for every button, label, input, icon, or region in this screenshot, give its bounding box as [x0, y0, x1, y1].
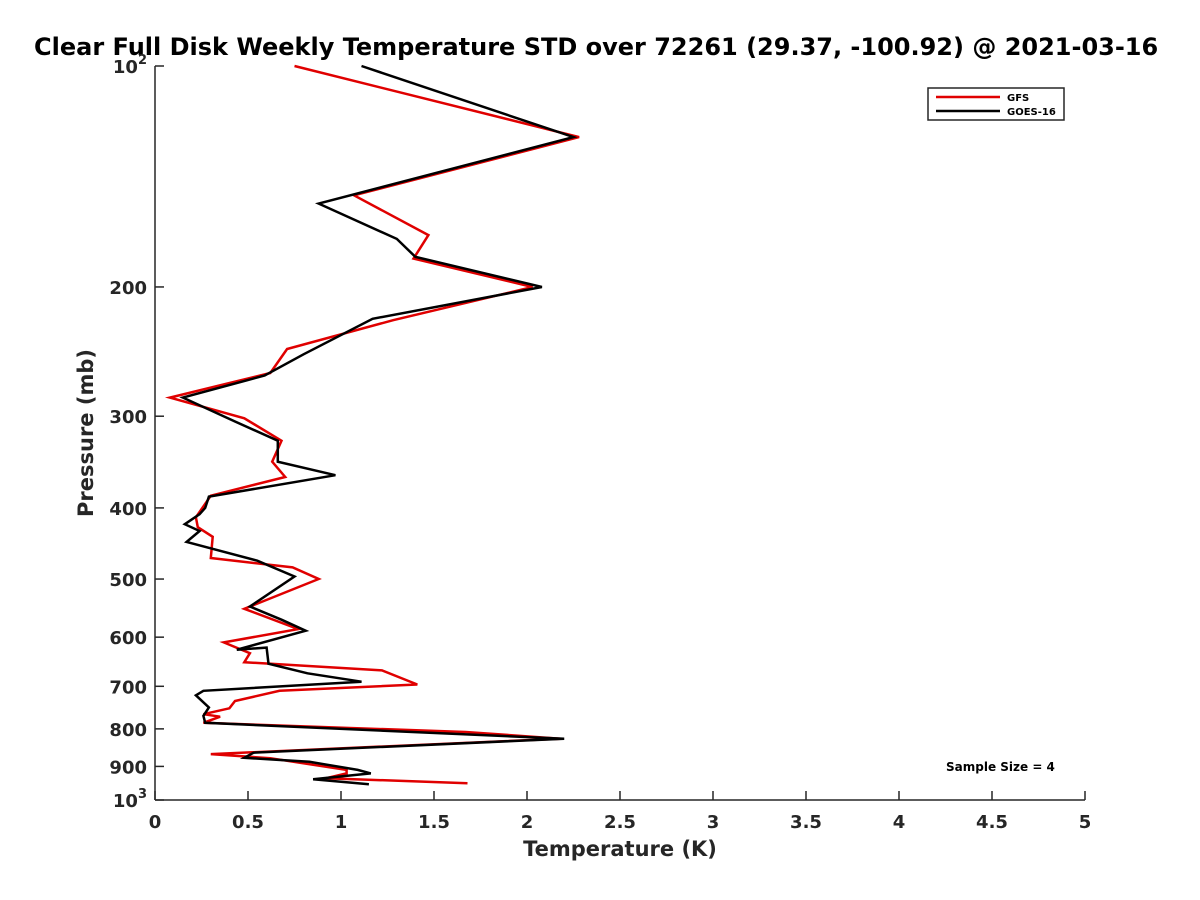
x-tick-label: 3.5: [790, 812, 822, 833]
legend-box: [927, 87, 1065, 121]
x-axis-label: Temperature (K): [523, 837, 717, 861]
y-tick-label: 700: [109, 677, 147, 698]
y-tick-label: 400: [109, 499, 147, 520]
x-tick-label: 0.5: [232, 812, 264, 833]
x-tick-label: 2.5: [604, 812, 636, 833]
legend: GFS GOES-16: [927, 87, 1065, 121]
series-line-gfs: [164, 64, 580, 785]
x-tick-label: 3: [707, 812, 720, 833]
series-line-goes16: [179, 64, 578, 786]
chart-title: Clear Full Disk Weekly Temperature STD o…: [34, 33, 1158, 61]
legend-label-goes16: GOES-16: [1007, 107, 1056, 118]
y-tick-label: 800: [109, 720, 147, 741]
y-tick-label: 103: [113, 787, 147, 812]
x-tick-label: 5: [1079, 812, 1092, 833]
y-tick-label: 300: [109, 407, 147, 428]
y-tick-label: 900: [109, 757, 147, 778]
series-group: [164, 64, 580, 786]
sample-size-annotation: Sample Size = 4: [946, 760, 1055, 774]
y-axis-label: Pressure (mb): [74, 349, 98, 517]
x-tick-label: 2: [521, 812, 534, 833]
y-tick-label: 200: [109, 278, 147, 299]
x-tick-label: 0: [149, 812, 162, 833]
x-tick-label: 4.5: [976, 812, 1008, 833]
x-tick-label: 1.5: [418, 812, 450, 833]
x-ticks: 0 0.5 1 1.5 2 2.5 3 3.5 4 4.5 5: [149, 791, 1092, 833]
y-tick-label: 500: [109, 570, 147, 591]
y-tick-label: 102: [113, 53, 147, 78]
x-tick-label: 1: [335, 812, 348, 833]
y-ticks: 102 200 300 400 500 600 700 800 900 103: [109, 53, 164, 812]
legend-label-gfs: GFS: [1007, 93, 1029, 104]
x-tick-label: 4: [893, 812, 906, 833]
y-tick-label: 600: [109, 628, 147, 649]
